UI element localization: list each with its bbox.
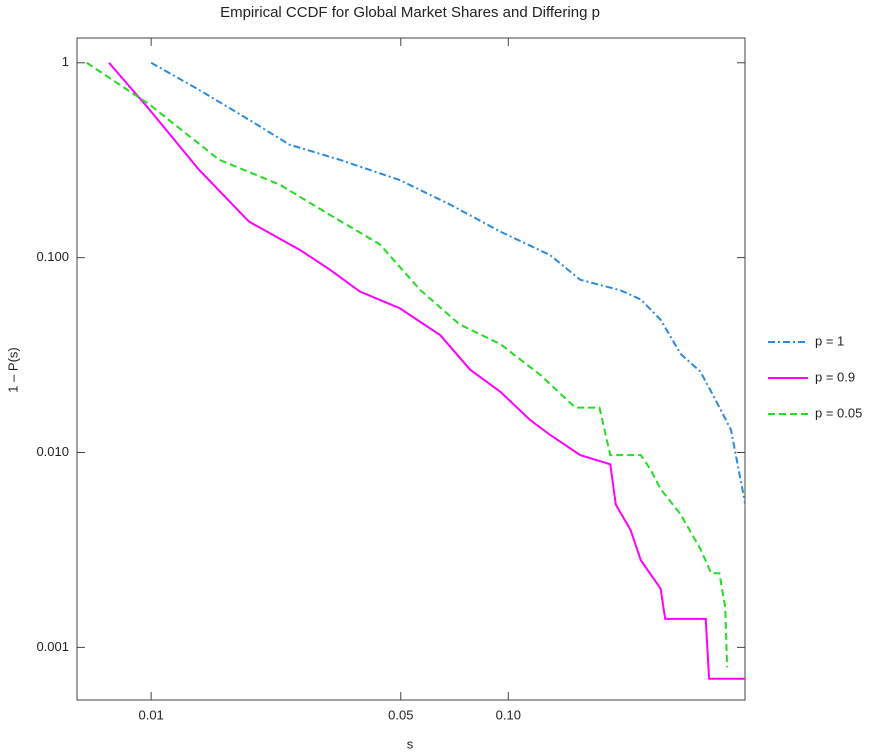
y-tick-label: 0.100 [36, 249, 69, 264]
y-tick-label: 1 [62, 54, 69, 69]
legend-label: p = 0.9 [815, 369, 855, 384]
x-tick-label: 0.10 [496, 707, 521, 722]
y-axis-label: 1 – P(s) [5, 347, 20, 393]
x-tick-label: 0.05 [388, 707, 413, 722]
x-tick-label: 0.01 [138, 707, 163, 722]
series-line [108, 62, 745, 680]
series-line [86, 61, 729, 668]
x-axis-label: s [407, 736, 414, 751]
series-line [150, 61, 745, 508]
y-tick-label: 0.001 [36, 639, 69, 654]
plot-frame [76, 37, 746, 701]
legend-label: p = 1 [815, 333, 844, 348]
chart-title: Empirical CCDF for Global Market Shares … [220, 4, 600, 21]
y-tick-label: 0.010 [36, 444, 69, 459]
legend-label: p = 0.05 [815, 405, 862, 420]
